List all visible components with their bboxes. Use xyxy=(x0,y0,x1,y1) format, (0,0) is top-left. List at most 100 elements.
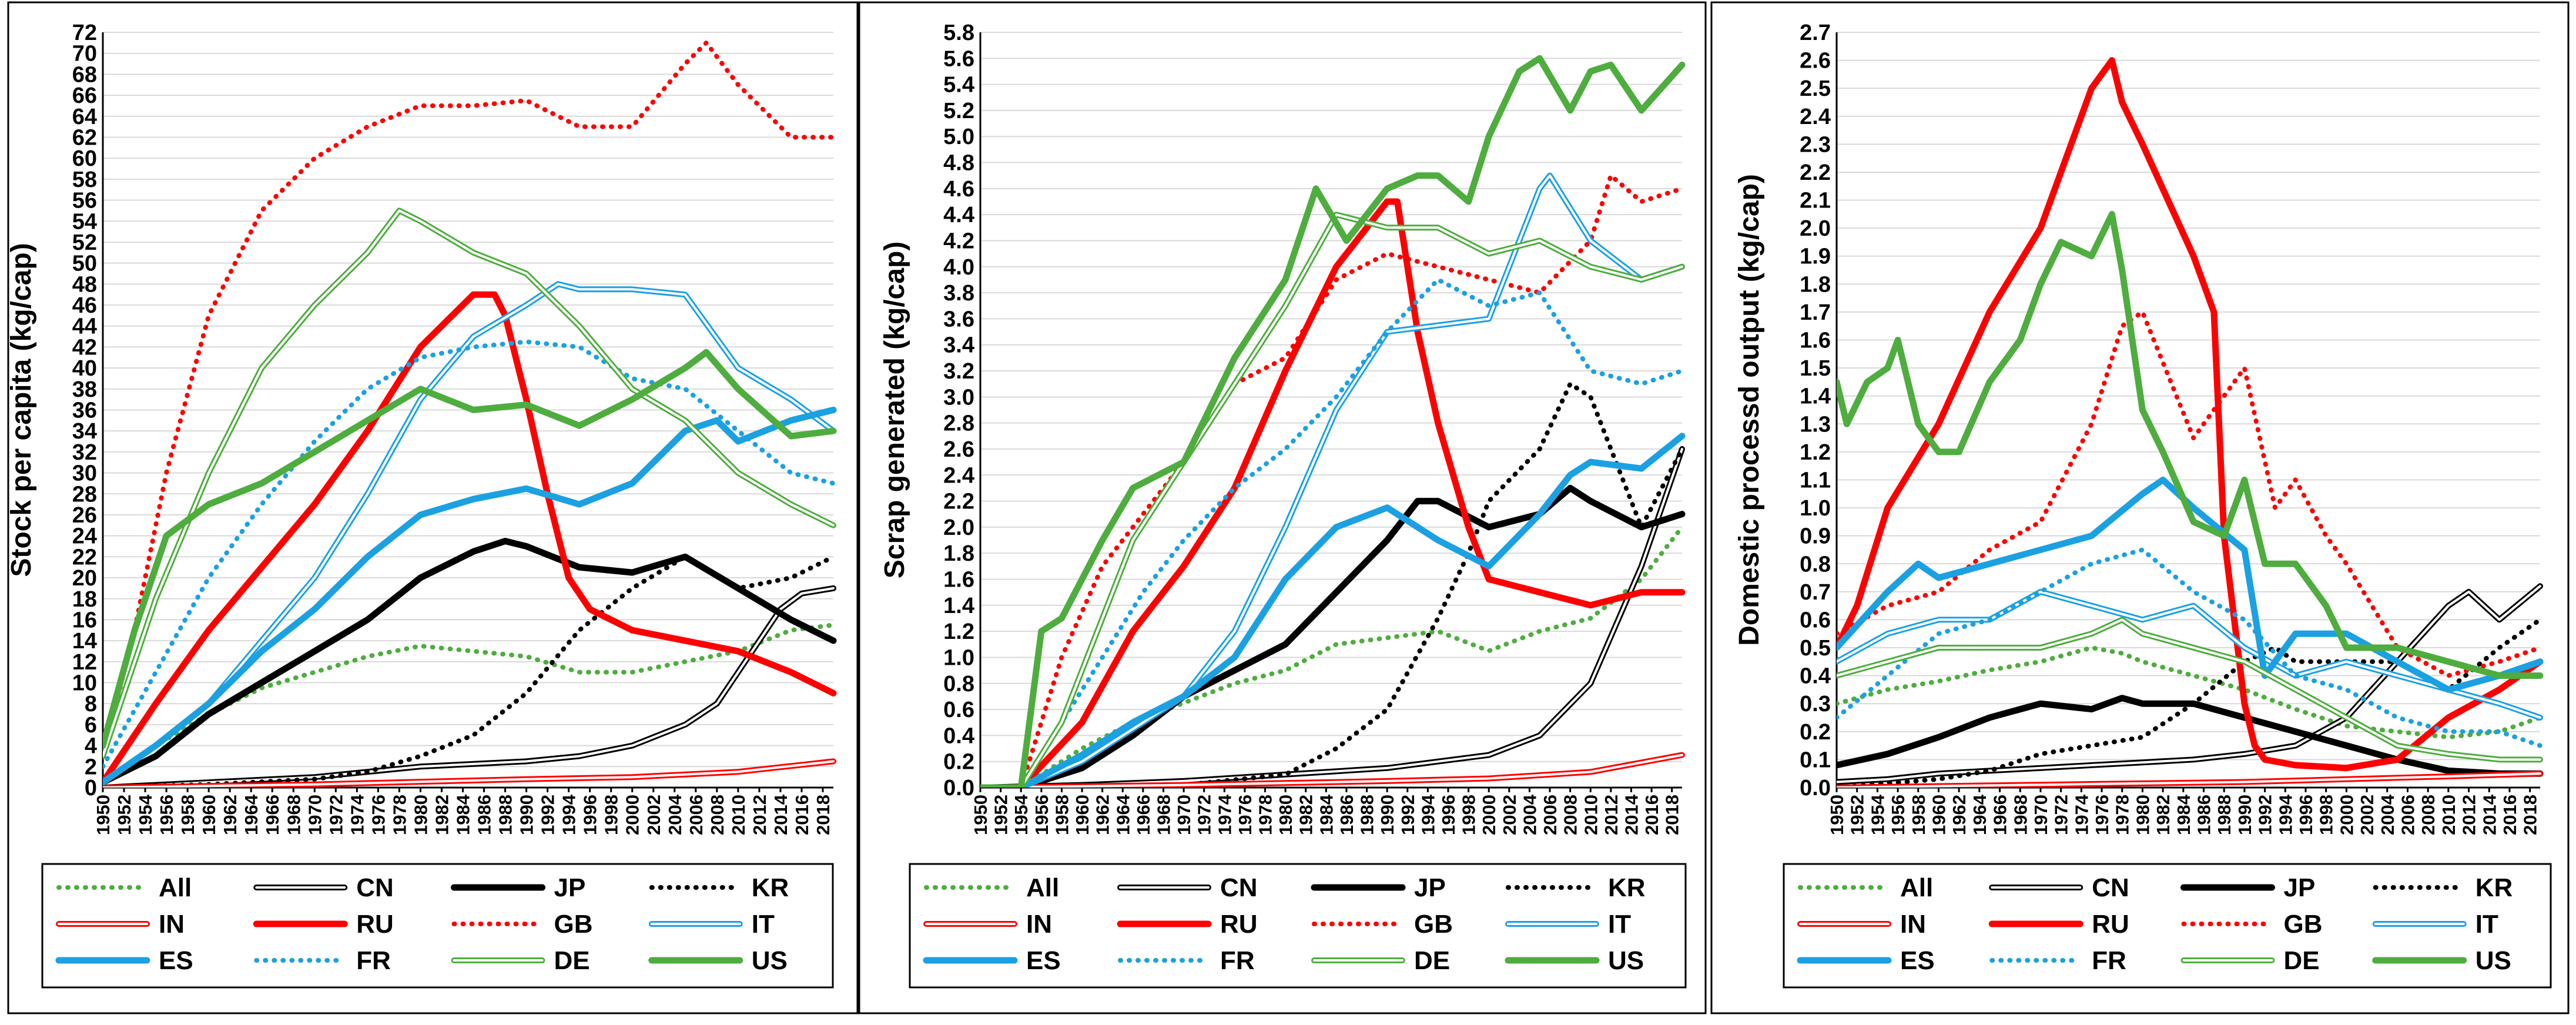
y-tick-label: 2.6 xyxy=(1800,49,1831,73)
x-tick-label: 1950 xyxy=(93,795,113,835)
y-tick-label: 70 xyxy=(72,42,97,66)
x-tick-label: 1956 xyxy=(156,795,177,835)
x-tick-label: 1974 xyxy=(1214,794,1235,835)
y-tick-label: 2.3 xyxy=(1800,132,1831,157)
x-tick-label: 1962 xyxy=(220,795,240,835)
series-gb-line xyxy=(980,173,1684,788)
x-tick-label: 2014 xyxy=(2479,794,2500,835)
y-tick-label: 10 xyxy=(72,671,97,696)
series-ru-line xyxy=(980,198,1686,788)
x-tick-label: 2000 xyxy=(622,795,643,835)
y-tick-label: 58 xyxy=(72,168,97,192)
x-tick-label: 1970 xyxy=(1174,795,1194,835)
legend-label-all: All xyxy=(1900,873,1933,902)
x-tick-label: 1998 xyxy=(2316,795,2337,835)
x-tick-label: 1992 xyxy=(2255,795,2276,835)
legend-label-es: ES xyxy=(1026,946,1061,975)
series-gb-line xyxy=(103,40,836,759)
x-tick-label: 1996 xyxy=(580,795,601,835)
legend-label-in: IN xyxy=(159,910,185,939)
x-tick-label: 1966 xyxy=(1133,795,1154,835)
y-tick-label: 44 xyxy=(72,314,97,339)
x-tick-label: 2006 xyxy=(2397,795,2418,835)
y-tick-label: 1.4 xyxy=(1800,384,1831,409)
x-tick-label: 2014 xyxy=(771,794,791,835)
x-tick-label: 1992 xyxy=(538,795,558,835)
x-tick-label: 2012 xyxy=(749,795,770,835)
series-us-line xyxy=(103,349,837,749)
series-all-line xyxy=(980,524,1684,788)
y-tick-label: 8 xyxy=(85,692,97,716)
x-tick-label: 1992 xyxy=(1398,795,1418,835)
legend-label-it: IT xyxy=(1608,910,1631,939)
legend-label-de: DE xyxy=(2284,946,2320,975)
x-tick-label: 1960 xyxy=(1928,795,1949,835)
series-jp-line xyxy=(1837,695,2544,777)
y-tick-label: 38 xyxy=(72,377,97,402)
y-tick-label: 48 xyxy=(72,272,97,297)
x-tick-label: 2010 xyxy=(2438,795,2459,835)
x-tick-label: 2016 xyxy=(792,795,812,835)
y-tick-label: 2.2 xyxy=(943,490,974,514)
y-tick-label: 62 xyxy=(72,125,97,150)
x-tick-label: 1964 xyxy=(1113,794,1133,835)
x-tick-label: 2000 xyxy=(1479,795,1499,835)
y-tick-label: 0.2 xyxy=(943,750,974,775)
legend: All CN JP KR IN RU GB IT ES FR DE US xyxy=(1783,863,2552,989)
x-tick-label: 1956 xyxy=(1031,795,1052,835)
x-tick-label: 2016 xyxy=(2500,795,2520,835)
y-tick-label: 3.2 xyxy=(943,359,974,384)
series-us-line xyxy=(980,55,1686,788)
y-tick-label: 2.1 xyxy=(1800,189,1831,213)
x-tick-label: 1996 xyxy=(2296,795,2316,835)
y-tick-label: 52 xyxy=(72,230,97,255)
x-tick-label: 1978 xyxy=(389,795,410,835)
x-tick-label: 1984 xyxy=(2173,794,2194,835)
x-tick-label: 1966 xyxy=(1990,795,2011,835)
y-tick-label: 2.4 xyxy=(943,463,974,488)
y-tick-label: 42 xyxy=(72,335,97,360)
series-it-line-inner xyxy=(980,174,1683,788)
y-tick-label: 4.0 xyxy=(943,255,974,280)
y-tick-label: 30 xyxy=(72,461,97,486)
legend-label-kr: KR xyxy=(2475,873,2513,902)
series-de-line-inner xyxy=(103,209,835,758)
legend-label-in: IN xyxy=(1026,910,1052,939)
y-tick-label: 0.0 xyxy=(943,776,974,800)
y-tick-label: 5.8 xyxy=(943,21,974,45)
x-tick-label: 2018 xyxy=(1662,795,1683,835)
y-axis-label: Stock per capita (kg/cap) xyxy=(6,243,37,577)
x-tick-label: 1980 xyxy=(410,795,431,835)
x-tick-label: 1998 xyxy=(1459,795,1479,835)
y-tick-label: 14 xyxy=(72,629,97,654)
x-tick-label: 1988 xyxy=(1357,795,1378,835)
series-all-line xyxy=(103,622,836,785)
legend-label-kr: KR xyxy=(752,873,789,902)
y-tick-label: 2.7 xyxy=(1800,21,1831,45)
x-tick-label: 1984 xyxy=(1316,794,1336,835)
y-tick-label: 16 xyxy=(72,608,97,632)
x-tick-label: 1962 xyxy=(1093,795,1113,835)
x-tick-label: 1974 xyxy=(347,794,367,835)
y-tick-label: 18 xyxy=(72,587,97,612)
y-tick-label: 0.6 xyxy=(943,698,974,722)
series-fr-line xyxy=(980,277,1684,788)
x-tick-label: 1964 xyxy=(241,794,262,835)
x-tick-label: 2018 xyxy=(813,795,833,835)
x-tick-label: 1998 xyxy=(601,795,622,835)
chart-panel-1: 0246810121416182022242628303234363840424… xyxy=(6,1,859,1014)
y-tick-label: 0.1 xyxy=(1800,748,1831,772)
y-tick-label: 0.3 xyxy=(1800,692,1831,716)
x-tick-label: 1972 xyxy=(1194,795,1215,835)
x-tick-label: 2004 xyxy=(1519,794,1540,835)
x-tick-label: 1950 xyxy=(970,795,991,835)
x-tick-label: 1988 xyxy=(495,795,516,835)
series-kr-line xyxy=(980,381,1684,788)
y-tick-label: 2.5 xyxy=(1800,76,1831,101)
legend-label-cn: CN xyxy=(356,873,394,902)
legend-label-ru: RU xyxy=(2092,910,2129,939)
y-tick-label: 1.0 xyxy=(1800,496,1831,521)
series-es-line xyxy=(103,407,837,786)
series-gb-line xyxy=(1837,309,2542,678)
x-tick-label: 1954 xyxy=(1011,794,1031,835)
